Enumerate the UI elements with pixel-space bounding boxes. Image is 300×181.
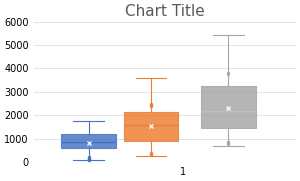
Bar <box>124 112 178 141</box>
Bar <box>61 134 116 148</box>
Bar <box>201 86 256 128</box>
Title: Chart Title: Chart Title <box>125 4 205 19</box>
